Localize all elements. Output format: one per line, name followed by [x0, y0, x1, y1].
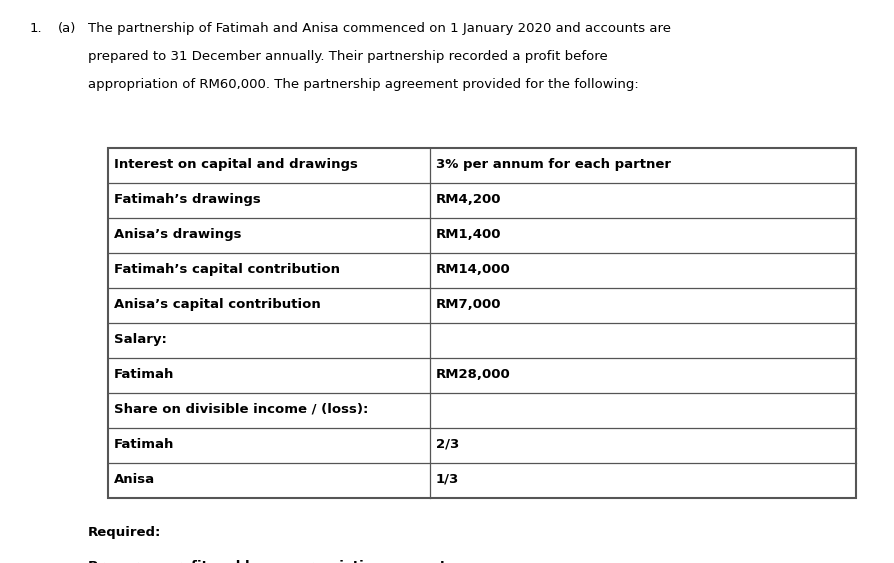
Text: Anisa’s capital contribution: Anisa’s capital contribution [114, 298, 321, 311]
Text: Salary:: Salary: [114, 333, 167, 346]
Text: RM1,400: RM1,400 [436, 228, 502, 241]
Text: Anisa: Anisa [114, 473, 156, 486]
Text: Fatimah: Fatimah [114, 368, 174, 381]
Text: Interest on capital and drawings: Interest on capital and drawings [114, 158, 358, 171]
Text: Fatimah’s drawings: Fatimah’s drawings [114, 193, 261, 206]
Text: Prepare a profit and loss appropriation account.: Prepare a profit and loss appropriation … [88, 560, 451, 563]
Text: RM14,000: RM14,000 [436, 263, 510, 276]
Text: RM4,200: RM4,200 [436, 193, 502, 206]
Text: (a): (a) [58, 22, 76, 35]
Text: 1/3: 1/3 [436, 473, 460, 486]
Text: Fatimah’s capital contribution: Fatimah’s capital contribution [114, 263, 340, 276]
Text: Share on divisible income / (loss):: Share on divisible income / (loss): [114, 403, 368, 416]
Text: 1.: 1. [30, 22, 43, 35]
Text: 3% per annum for each partner: 3% per annum for each partner [436, 158, 671, 171]
Text: RM28,000: RM28,000 [436, 368, 510, 381]
Text: appropriation of RM60,000. The partnership agreement provided for the following:: appropriation of RM60,000. The partnersh… [88, 78, 638, 91]
Bar [108, 148, 856, 498]
Text: prepared to 31 December annually. Their partnership recorded a profit before: prepared to 31 December annually. Their … [88, 50, 608, 63]
Text: 2/3: 2/3 [436, 438, 460, 451]
Text: Fatimah: Fatimah [114, 438, 174, 451]
Text: RM7,000: RM7,000 [436, 298, 502, 311]
Text: The partnership of Fatimah and Anisa commenced on 1 January 2020 and accounts ar: The partnership of Fatimah and Anisa com… [88, 22, 671, 35]
Text: Anisa’s drawings: Anisa’s drawings [114, 228, 241, 241]
Text: Required:: Required: [88, 526, 162, 539]
